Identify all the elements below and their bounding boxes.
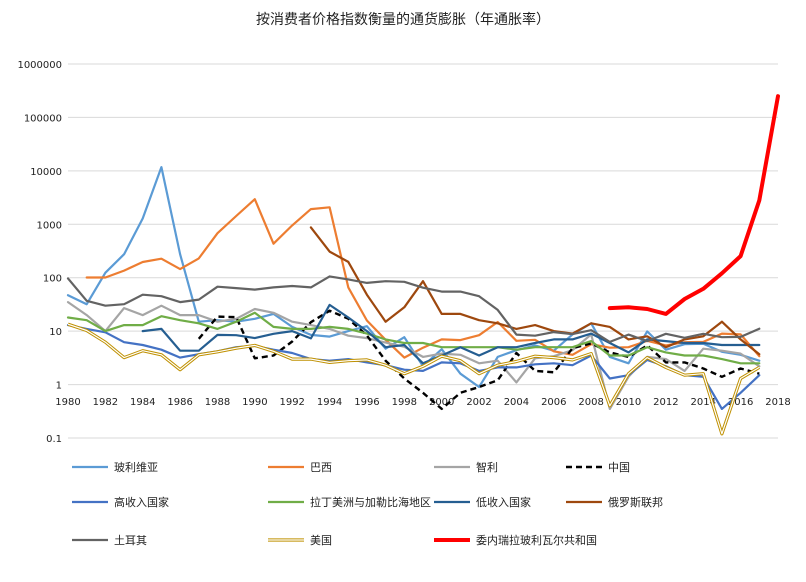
series-line [66, 275, 761, 343]
series-lines [66, 94, 780, 436]
series-6 [141, 303, 761, 365]
gridlines [68, 63, 778, 439]
y-tick-label: 1000 [37, 220, 62, 231]
legend-label: 中国 [608, 461, 630, 474]
y-axis-tick-labels: 0.1 1 10 100 1000 10000 100000 1000000 [17, 60, 62, 445]
x-tick-label: 2016 [728, 397, 753, 408]
x-tick-label: 1994 [317, 397, 342, 408]
series-3 [197, 309, 760, 411]
series-9 [67, 322, 761, 436]
series-line [197, 309, 760, 411]
legend-item: 高收入国家 [72, 495, 169, 509]
x-tick-label: 2014 [691, 397, 716, 408]
series-8 [66, 275, 761, 343]
series-line [66, 311, 761, 365]
x-tick-label: 2000 [429, 397, 454, 408]
x-axis-tick-labels: 1980 1982 1984 1986 1988 1990 1992 1994 1996 1998… [55, 397, 790, 408]
legend-label: 拉丁美洲与加勒比海地区 [310, 495, 431, 509]
x-tick-label: 1990 [242, 397, 267, 408]
legend-item: 美国 [268, 534, 332, 547]
legend-item: 拉丁美洲与加勒比海地区 [268, 495, 431, 509]
series-line [141, 303, 761, 365]
legend-item: 俄罗斯联邦 [566, 496, 663, 509]
chart-title: 按消费者价格指数衡量的通货膨胀（年通胀率） [256, 11, 550, 28]
legend-item: 委内瑞拉玻利瓦尔共和国 [434, 533, 597, 547]
series-10 [607, 94, 780, 316]
series-line [309, 226, 761, 356]
y-tick-label: 100000 [24, 113, 62, 124]
legend-label: 俄罗斯联邦 [608, 496, 663, 509]
series-line-inner [67, 323, 760, 435]
legend-label: 巴西 [310, 461, 332, 474]
legend-label: 玻利维亚 [114, 461, 158, 474]
series-7 [309, 226, 761, 356]
x-tick-label: 1998 [392, 397, 417, 408]
x-tick-label: 1986 [167, 397, 192, 408]
x-tick-label: 1984 [130, 397, 155, 408]
legend-item: 土耳其 [72, 534, 147, 547]
x-tick-label: 1988 [205, 397, 230, 408]
legend-item: 中国 [566, 461, 630, 474]
y-tick-label: 1 [56, 381, 62, 392]
legend-label: 高收入国家 [114, 495, 169, 509]
y-tick-label: 1000000 [17, 60, 62, 71]
x-tick-label: 2008 [578, 397, 603, 408]
x-tick-label: 2002 [466, 397, 491, 408]
x-tick-label: 1992 [279, 397, 304, 408]
legend-item: 智利 [434, 460, 498, 474]
y-tick-label: 10000 [30, 167, 62, 178]
legend-label: 智利 [476, 460, 498, 474]
legend-item: 低收入国家 [434, 495, 531, 509]
x-tick-label: 2006 [541, 397, 566, 408]
x-tick-label: 2012 [653, 397, 678, 408]
legend-item: 巴西 [268, 461, 332, 474]
y-tick-label: 10 [49, 327, 62, 338]
y-tick-label: 0.1 [46, 434, 62, 445]
legend-label: 美国 [310, 534, 332, 547]
legend-label: 土耳其 [114, 534, 147, 547]
x-tick-label: 2004 [504, 397, 529, 408]
x-tick-label: 2018 [765, 397, 790, 408]
legend-label: 委内瑞拉玻利瓦尔共和国 [476, 533, 597, 547]
x-tick-label: 1982 [93, 397, 118, 408]
legend-label: 低收入国家 [476, 495, 531, 509]
series-line [607, 94, 780, 316]
series-5 [66, 311, 761, 365]
x-tick-label: 1996 [354, 397, 379, 408]
legend-item: 玻利维亚 [72, 461, 158, 474]
x-tick-label: 1980 [55, 397, 80, 408]
y-tick-label: 100 [43, 274, 62, 285]
x-tick-label: 2010 [616, 397, 641, 408]
